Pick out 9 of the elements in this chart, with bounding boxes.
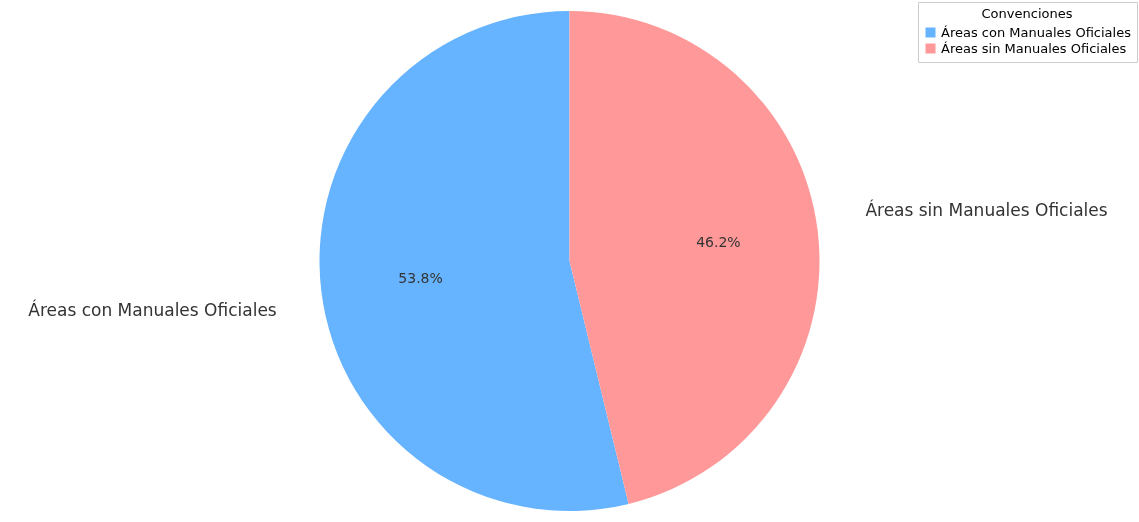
- legend-title: Convenciones: [981, 6, 1073, 21]
- data-label: 46.2%: [696, 234, 741, 251]
- pie-slice: [569, 11, 820, 504]
- data-label: 53.8%: [398, 269, 443, 286]
- slice-label: Áreas sin Manuales Oficiales: [865, 198, 1108, 220]
- slice-label: Áreas con Manuales Oficiales: [28, 299, 277, 321]
- legend-label: Áreas sin Manuales Oficiales: [941, 40, 1127, 56]
- legend-label: Áreas con Manuales Oficiales: [941, 24, 1132, 40]
- pie-slice: [319, 11, 629, 511]
